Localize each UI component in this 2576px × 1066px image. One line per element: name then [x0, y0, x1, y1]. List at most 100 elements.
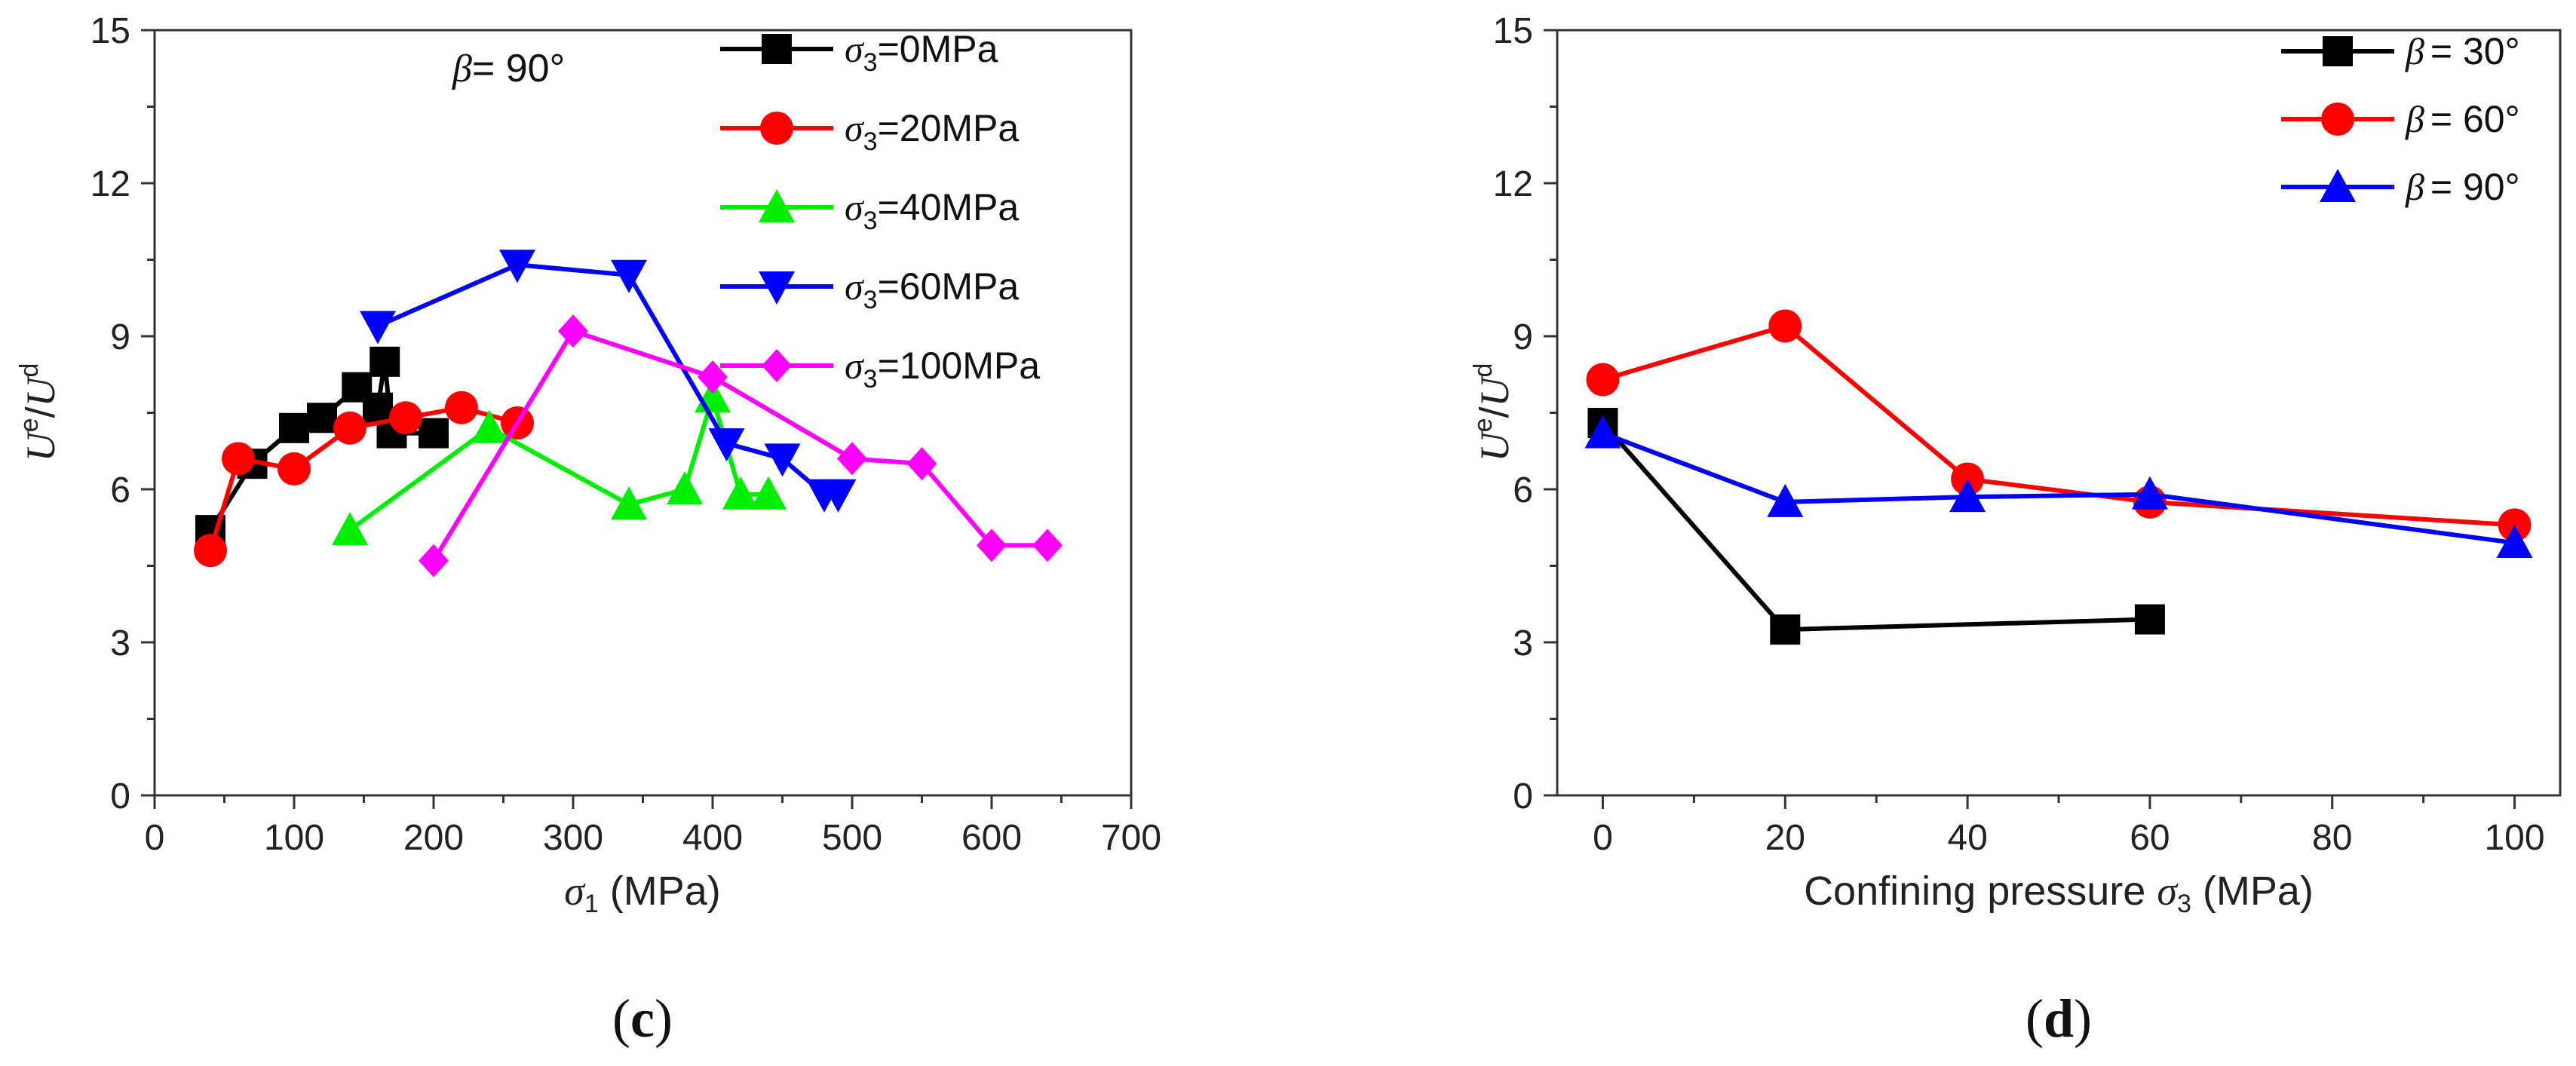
data-point — [194, 534, 227, 568]
data-point — [333, 411, 366, 445]
data-point — [419, 418, 449, 449]
data-point — [977, 528, 1007, 562]
legend-label: σ3=100MPa — [845, 345, 1040, 394]
y-ticks-d: 0 3 6 9 12 15 — [1493, 11, 1557, 816]
x-tick-label: 600 — [961, 818, 1022, 858]
chart-panel-c: 0 100 200 300 400 500 600 700 0 3 6 9 12 15 σ1 (MPa)… — [15, 11, 1161, 1049]
data-point — [2134, 604, 2165, 635]
data-point — [750, 476, 787, 510]
y-tick-label: 3 — [1513, 623, 1533, 663]
legend-label: β = 90° — [2405, 166, 2520, 208]
x-axis-title-c: σ1 (MPa) — [564, 868, 721, 918]
legend-marker — [760, 112, 793, 145]
data-point — [278, 452, 311, 486]
y-tick-label: 6 — [1513, 470, 1533, 510]
x-tick-label: 0 — [145, 818, 165, 858]
x-tick-label: 0 — [1593, 818, 1613, 858]
series-line-2 — [1602, 430, 2515, 546]
x-tick-label: 100 — [2484, 818, 2544, 858]
legend-label: σ3=0MPa — [845, 28, 998, 77]
data-point — [1032, 528, 1063, 562]
legend-marker — [2323, 36, 2353, 66]
x-tick-label: 300 — [543, 818, 603, 858]
x-tick-label: 500 — [822, 818, 882, 858]
y-tick-label: 0 — [1513, 777, 1533, 816]
legend-label: β = 60° — [2405, 98, 2520, 140]
data-point — [1584, 415, 1621, 449]
x-tick-label: 700 — [1101, 818, 1161, 858]
data-point — [722, 476, 759, 510]
data-point — [419, 544, 449, 577]
legend-marker — [2320, 169, 2356, 202]
x-tick-label: 80 — [2312, 818, 2352, 858]
data-point — [708, 428, 745, 462]
legend-label: σ3=20MPa — [845, 107, 1019, 156]
annotation-beta-c: β= 90° — [452, 47, 565, 90]
data-point — [611, 259, 647, 293]
data-point — [307, 403, 337, 433]
x-tick-label: 40 — [1947, 818, 1987, 858]
x-ticks-d: 0 20 40 60 80 100 — [1593, 795, 2545, 858]
series-line-0 — [1601, 421, 2150, 633]
y-axis-title-c: Ue/Ud — [15, 363, 63, 462]
panel-label-c: (c) — [612, 988, 673, 1049]
legend-d: β = 30° β = 60° β = 90° — [2281, 30, 2520, 208]
data-point — [389, 401, 422, 435]
y-ticks-c: 0 3 6 9 12 15 — [90, 11, 155, 816]
x-tick-label: 200 — [403, 818, 464, 858]
x-tick-label: 20 — [1765, 818, 1805, 858]
data-point — [667, 471, 703, 504]
plot-area-d — [1556, 29, 2562, 797]
data-point — [820, 479, 857, 513]
y-tick-label: 9 — [110, 317, 130, 357]
legend-label: β = 30° — [2405, 30, 2520, 72]
data-point — [279, 412, 309, 443]
x-ticks-c: 0 100 200 300 400 500 600 700 — [145, 795, 1161, 858]
legend-marker — [759, 271, 795, 305]
legend-c: σ3=0MPa σ3=20MPa σ3=40MPa σ3=60MPa σ3=100MPa — [720, 28, 1040, 394]
x-tick-label: 400 — [682, 818, 743, 858]
data-point — [363, 392, 393, 423]
data-point — [698, 360, 728, 394]
legend-marker — [762, 34, 792, 64]
data-point — [445, 391, 478, 424]
y-axis-title-d: Ue/Ud — [1469, 363, 1517, 462]
legend-marker — [762, 349, 792, 382]
y-tick-label: 3 — [110, 623, 130, 663]
data-point — [499, 250, 535, 283]
data-point — [558, 314, 588, 348]
y-tick-label: 15 — [1493, 11, 1533, 51]
legend-marker — [759, 189, 795, 222]
data-point — [360, 311, 396, 345]
panel-label-d: (d) — [2026, 988, 2092, 1049]
data-point — [837, 442, 867, 476]
data-point — [2496, 525, 2533, 559]
data-point — [332, 512, 368, 546]
data-point — [764, 443, 801, 477]
y-tick-label: 15 — [90, 11, 130, 51]
data-point — [611, 486, 647, 520]
legend-label: σ3=60MPa — [845, 265, 1019, 314]
data-point — [1949, 479, 1986, 513]
legend-label: σ3=40MPa — [845, 186, 1019, 235]
chart-panel-d: 0 20 40 60 80 100 0 3 6 9 12 15 Confining pressure… — [1469, 11, 2562, 1049]
y-tick-label: 0 — [110, 777, 130, 816]
series-group-d — [1584, 309, 2533, 645]
data-point — [906, 447, 937, 481]
legend-marker — [2321, 103, 2354, 136]
data-point — [1768, 309, 1802, 343]
series-group-c — [194, 250, 1063, 577]
y-tick-label: 9 — [1513, 317, 1533, 357]
data-point — [2131, 476, 2168, 510]
y-tick-label: 12 — [90, 164, 130, 204]
x-axis-title-d: Confining pressure σ3 (MPa) — [1804, 868, 2314, 918]
data-point — [1586, 363, 1620, 397]
data-point — [222, 442, 255, 476]
data-point — [370, 346, 400, 377]
y-tick-label: 12 — [1493, 164, 1533, 204]
data-point — [471, 409, 508, 443]
x-tick-label: 60 — [2130, 818, 2170, 858]
x-tick-label: 100 — [264, 818, 324, 858]
data-point — [1767, 483, 1804, 517]
